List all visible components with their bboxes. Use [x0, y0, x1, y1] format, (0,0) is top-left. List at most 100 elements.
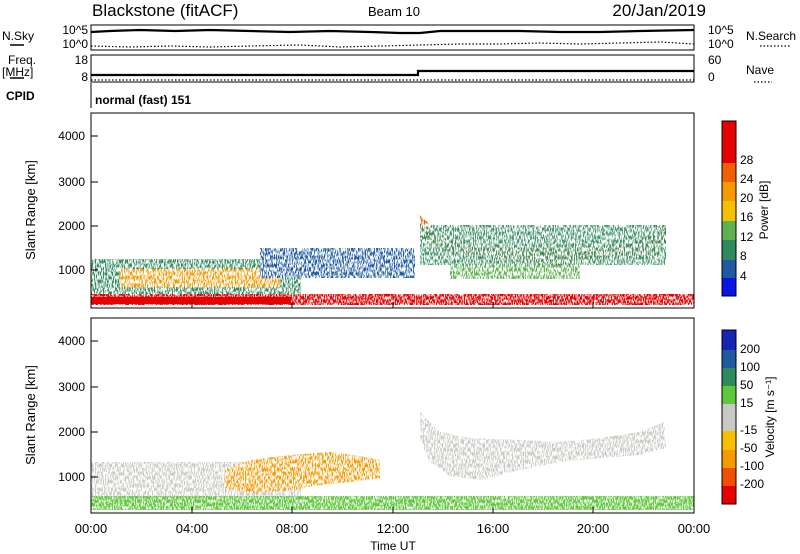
- xlabel-0000-end: 00:00: [678, 521, 711, 536]
- power-data-layer: [91, 215, 666, 294]
- velocity-ylabel: Slant Range [km]: [23, 365, 38, 465]
- x-axis: 00:00 04:00 08:00 12:00 16:00 20:00 00:0…: [75, 521, 711, 553]
- power-ylabel-4000: 4000: [58, 129, 85, 143]
- power-cbar-tick-28: 28: [740, 153, 754, 167]
- velocity-x-ticks: [191, 507, 594, 513]
- power-cbar-seg-0: [722, 278, 736, 296]
- freq-trace: [91, 69, 694, 77]
- left-axis-10-0: 10^0: [62, 37, 88, 51]
- velocity-ylabel-3000: 3000: [58, 380, 85, 394]
- velocity-cbar-seg-4: [722, 404, 736, 431]
- xlabel-0000-start: 00:00: [75, 521, 108, 536]
- velocity-cbar-seg-8: [722, 330, 736, 350]
- velocity-region-main-echo: [420, 412, 666, 480]
- power-ylabel-3000: 3000: [58, 175, 85, 189]
- power-region-main-edge: [420, 225, 666, 265]
- velocity-region-lifting-band: [225, 452, 380, 493]
- power-cbar-seg-5: [722, 182, 736, 201]
- cpid-label: CPID: [6, 89, 35, 103]
- date-title: 20/Jan/2019: [612, 1, 706, 20]
- x-axis-title: Time UT: [370, 539, 416, 553]
- power-cbar-tick-12: 12: [740, 230, 754, 244]
- velocity-y-ticks: 1000 2000 3000 4000: [58, 334, 98, 484]
- power-cbar-seg-7: [722, 121, 736, 163]
- nave-axis-60: 60: [708, 53, 722, 67]
- power-cbar-seg-1: [722, 260, 736, 278]
- velocity-cbar-tick-m15: -15: [740, 423, 758, 437]
- xlabel-2000: 20:00: [577, 521, 610, 536]
- velocity-cbar-seg-5: [722, 386, 736, 404]
- velocity-region-near-range: [91, 496, 694, 510]
- velocity-cbar-tick-200: 200: [740, 342, 760, 356]
- velocity-cbar-frame: [721, 329, 737, 505]
- power-cbar-tick-24: 24: [740, 172, 754, 186]
- freq-unit-label: [MHz]: [2, 65, 33, 79]
- freq-axis-18: 18: [75, 53, 89, 67]
- velocity-cbar-tick-m100: -100: [740, 459, 764, 473]
- power-cbar-tick-4: 4: [740, 269, 747, 283]
- nsearch-trace: [90, 41, 695, 48]
- power-region-near-range-core: [91, 297, 291, 304]
- velocity-cbar-tick-m50: -50: [740, 441, 758, 455]
- power-ylabel-1000: 1000: [58, 263, 85, 277]
- velocity-cbar-tick-m200: -200: [740, 477, 764, 491]
- velocity-ylabel-2000: 2000: [58, 425, 85, 439]
- right-axis-10-0: 10^0: [708, 37, 734, 51]
- nave-axis-0: 0: [708, 70, 715, 84]
- xlabel-1600: 16:00: [477, 521, 510, 536]
- power-panel: 1000 2000 3000 4000 Slant Range [km]: [23, 112, 695, 309]
- nsearch-label: N.Search: [746, 29, 796, 43]
- velocity-ylabel-4000: 4000: [58, 334, 85, 348]
- station-title: Blackstone (fitACF): [92, 1, 238, 20]
- power-region-early-core: [120, 269, 280, 287]
- power-cbar-seg-3: [722, 221, 736, 240]
- power-cbar-tick-20: 20: [740, 191, 754, 205]
- velocity-colorbar: -200 -100 -50 -15 15 50 100 200 Velocity…: [721, 329, 777, 505]
- power-cbar-seg-6: [722, 163, 736, 182]
- velocity-panel: 1000 2000 3000 4000 Slant Range [km]: [23, 317, 695, 514]
- power-cbar-seg-2: [722, 240, 736, 260]
- velocity-cbar-seg-3: [722, 431, 736, 450]
- power-colorbar: 4 8 12 16 20 24 28 Power [dB]: [721, 120, 771, 297]
- velocity-cbar-seg-0: [722, 486, 736, 504]
- power-y-ticks: 1000 2000 3000 4000: [58, 129, 98, 277]
- cpid-value: normal (fast) 151: [95, 93, 191, 107]
- velocity-data-layer: [91, 412, 666, 498]
- nave-label: Nave: [746, 63, 774, 77]
- noise-panel-frame: [90, 24, 695, 51]
- power-cbar-label: Power [dB]: [757, 181, 771, 240]
- velocity-cbar-seg-2: [722, 450, 736, 468]
- power-region-lifting-band: [260, 248, 415, 278]
- right-axis-10-5: 10^5: [708, 23, 734, 37]
- power-ylabel-2000: 2000: [58, 219, 85, 233]
- velocity-cbar-seg-7: [722, 350, 736, 368]
- xlabel-0800: 08:00: [276, 521, 309, 536]
- freq-axis-8: 8: [81, 70, 88, 84]
- noise-panel: N.Sky 10^5 10^0 10^5 10^0 N.Search: [2, 23, 796, 51]
- xlabel-0400: 04:00: [176, 521, 209, 536]
- left-axis-10-5: 10^5: [62, 23, 88, 37]
- velocity-cbar-seg-6: [722, 368, 736, 386]
- power-cbar-seg-4: [722, 201, 736, 221]
- freq-panel: Freq. [MHz] 18 8 60 0 Nave: [2, 53, 774, 84]
- velocity-cbar-label: Velocity [m s⁻¹]: [763, 376, 777, 457]
- power-region-near-range: [91, 294, 694, 305]
- power-x-ticks: [191, 302, 594, 308]
- nsky-label: N.Sky: [2, 29, 34, 43]
- xlabel-1200: 12:00: [377, 521, 410, 536]
- velocity-ylabel-1000: 1000: [58, 470, 85, 484]
- power-region-lower-echo: [450, 265, 580, 279]
- velocity-cbar-seg-1: [722, 468, 736, 486]
- power-ylabel: Slant Range [km]: [23, 160, 38, 260]
- nsky-trace: [90, 28, 695, 35]
- power-cbar-tick-16: 16: [740, 210, 754, 224]
- velocity-cbar-tick-50: 50: [740, 378, 754, 392]
- freq-panel-frame: [90, 54, 695, 83]
- velocity-cbar-tick-15: 15: [740, 396, 754, 410]
- beam-title: Beam 10: [368, 4, 420, 19]
- freq-label: Freq.: [8, 53, 36, 67]
- power-cbar-tick-8: 8: [740, 249, 747, 263]
- velocity-cbar-tick-100: 100: [740, 360, 760, 374]
- power-cbar-frame: [721, 120, 737, 297]
